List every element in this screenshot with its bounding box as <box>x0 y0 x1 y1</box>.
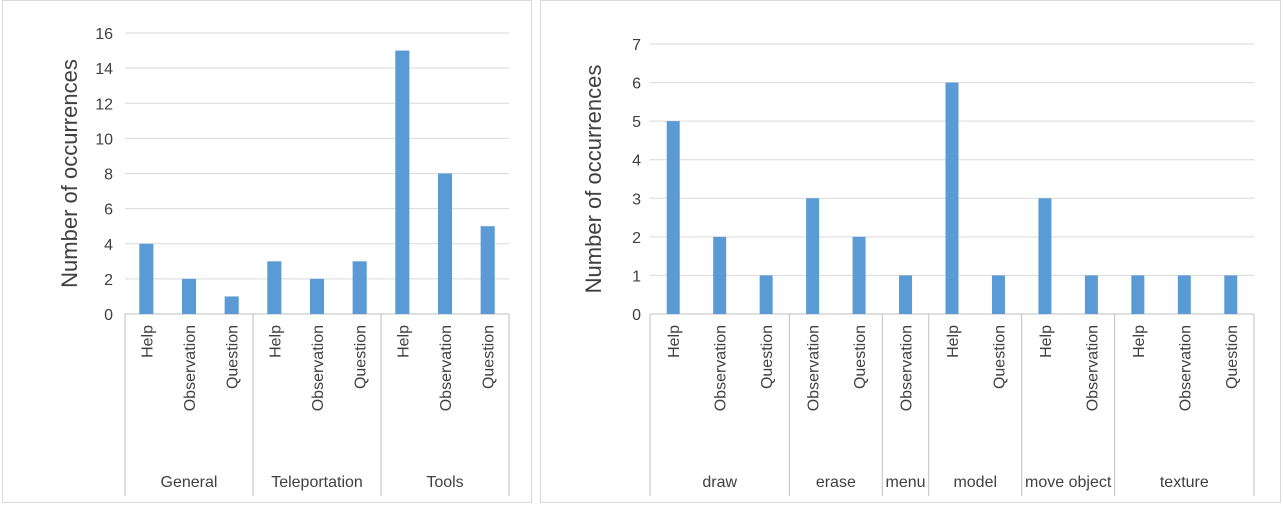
chart0-category-label: Help <box>267 325 284 358</box>
chart0-category-label: Question <box>353 325 370 389</box>
chart1-y-tick-label: 3 <box>632 191 641 208</box>
chart0-y-tick-label: 8 <box>104 167 113 184</box>
chart1-y-tick-label: 7 <box>632 37 641 54</box>
chart0-category-label: Help <box>395 325 412 358</box>
chart0-category-label: Help <box>139 325 156 358</box>
chart1-category-label: Question <box>759 325 776 389</box>
chart0-y-tick-label: 12 <box>95 96 113 113</box>
chart0-bar <box>395 50 410 314</box>
chart-right-svg: Number of occurrences 0 1 2 3 4 5 6 7 Help Observa… <box>581 37 1255 496</box>
chart0-category-label: Question <box>481 325 498 389</box>
chart0-group-label: Teleportation <box>271 474 363 491</box>
chart1-bar <box>666 121 680 315</box>
chart1-y-tick-label: 5 <box>632 114 641 131</box>
chart0-y-tick-label: 16 <box>95 26 113 43</box>
chart1-y-tick-label: 4 <box>632 153 641 170</box>
chart1-bar <box>713 236 727 314</box>
chart1-bar <box>1131 275 1145 314</box>
chart0-bar <box>480 226 495 314</box>
chart1-group-label: move object <box>1025 474 1112 491</box>
chart1-category-label: Help <box>1131 325 1148 358</box>
chart1-category-label: Help <box>666 325 683 358</box>
chart1-group-label: model <box>953 474 997 491</box>
chart1-group-label: erase <box>816 474 856 491</box>
chart0-group-label: Tools <box>426 474 463 491</box>
chart0-category-label: Observation <box>182 325 199 411</box>
chart1-group-label: menu <box>886 474 926 491</box>
chart0-category-label: Observation <box>310 325 327 411</box>
chart0-category-label: Observation <box>438 325 455 411</box>
chart0-bar <box>224 296 239 314</box>
chart1-y-tick-label: 6 <box>632 76 641 93</box>
chart1-category-label: Question <box>991 325 1008 389</box>
chart0-category-label: Question <box>225 325 242 389</box>
chart1-bar <box>1038 198 1052 314</box>
chart1-bar <box>1084 275 1098 314</box>
chart0-y-tick-label: 6 <box>104 202 113 219</box>
chart0-y-tick-label: 0 <box>104 307 113 324</box>
chart1-y-tick-label: 0 <box>632 307 641 324</box>
chart1-category-label: Observation <box>1177 325 1194 411</box>
chart0-y-tick-label: 14 <box>95 61 113 78</box>
chart1-category-label: Observation <box>899 325 916 411</box>
chart0-group-label: General <box>161 474 218 491</box>
chart1-category-label: Question <box>852 325 869 389</box>
chart1-bar <box>991 275 1005 314</box>
chart0-bar <box>267 261 282 314</box>
chart1-bar <box>1177 275 1191 314</box>
chart0-y-axis-label: Number of occurrences <box>57 59 82 288</box>
chart1-bar <box>852 236 866 314</box>
chart0-bar <box>181 278 197 314</box>
chart1-y-tick-label: 1 <box>632 268 641 285</box>
chart1-y-tick-label: 2 <box>632 230 641 247</box>
chart0-y-tick-label: 4 <box>104 237 113 254</box>
chart1-bar <box>899 275 913 314</box>
chart1-category-label: Observation <box>1084 325 1101 411</box>
chart1-y-axis-label: Number of occurrences <box>581 65 606 294</box>
chart1-bar <box>945 82 959 314</box>
chart1-bar <box>759 275 773 314</box>
chart1-category-label: Help <box>945 325 962 358</box>
chart1-category-label: Help <box>1038 325 1055 358</box>
chart0-y-tick-label: 10 <box>95 131 113 148</box>
chart1-bar <box>806 198 820 314</box>
chart0-bar <box>139 243 154 314</box>
chart-left-panel: Number of occurrences 0 2 4 6 8 10 12 14 16 Help Ob… <box>2 0 532 503</box>
chart-left-svg: Number of occurrences 0 2 4 6 8 10 12 14 16 Help Ob… <box>57 26 510 496</box>
chart0-bar <box>437 173 453 314</box>
chart1-category-label: Observation <box>806 325 823 411</box>
chart1-category-label: Question <box>1224 325 1241 389</box>
chart1-category-label: Observation <box>713 325 730 411</box>
chart-right-panel: Number of occurrences 0 1 2 3 4 5 6 7 Help Observa… <box>540 0 1281 503</box>
chart1-bar <box>1224 275 1238 314</box>
chart1-group-label: draw <box>702 474 737 491</box>
chart0-y-tick-label: 2 <box>104 272 113 289</box>
chart0-bar <box>352 261 367 314</box>
chart1-group-label: texture <box>1160 474 1209 491</box>
chart0-bar <box>309 278 325 314</box>
